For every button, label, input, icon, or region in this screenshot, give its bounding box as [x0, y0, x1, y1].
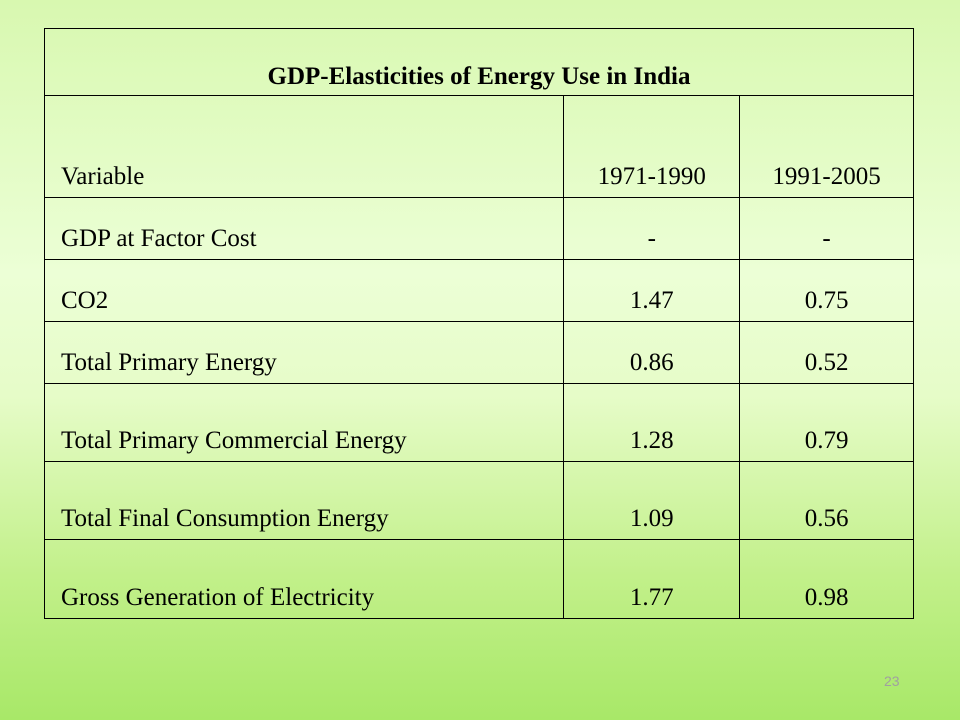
- cell-1991-2005: 0.75: [739, 259, 914, 322]
- table-row: Total Final Consumption Energy 1.09 0.56: [43, 461, 914, 540]
- table-row: Total Primary Energy 0.86 0.52: [43, 321, 914, 384]
- cell-1971-1990: 1.28: [563, 383, 741, 462]
- cell-1971-1990: -: [563, 197, 741, 260]
- row-label: CO2: [43, 259, 565, 322]
- column-header-1991-2005: 1991-2005: [739, 95, 914, 198]
- cell-1991-2005: 0.98: [739, 539, 914, 619]
- table-header-row: Variable 1971-1990 1991-2005: [43, 95, 914, 198]
- table-row: Total Primary Commercial Energy 1.28 0.7…: [43, 383, 914, 462]
- elasticities-table: GDP-Elasticities of Energy Use in India …: [43, 28, 914, 619]
- page-number: 23: [884, 673, 900, 689]
- cell-1971-1990: 1.09: [563, 461, 741, 540]
- row-label: Total Primary Energy: [43, 321, 565, 384]
- table-row: CO2 1.47 0.75: [43, 259, 914, 322]
- cell-1991-2005: 0.79: [739, 383, 914, 462]
- cell-1991-2005: 0.52: [739, 321, 914, 384]
- row-label: Gross Generation of Electricity: [43, 539, 565, 619]
- row-label: Total Primary Commercial Energy: [43, 383, 565, 462]
- cell-1971-1990: 1.77: [563, 539, 741, 619]
- cell-1991-2005: 0.56: [739, 461, 914, 540]
- table-row: Gross Generation of Electricity 1.77 0.9…: [43, 539, 914, 619]
- cell-1991-2005: -: [739, 197, 914, 260]
- table-row: GDP at Factor Cost - -: [43, 197, 914, 260]
- column-header-variable: Variable: [43, 95, 565, 198]
- column-header-1971-1990: 1971-1990: [563, 95, 741, 198]
- row-label: GDP at Factor Cost: [43, 197, 565, 260]
- table-title: GDP-Elasticities of Energy Use in India: [44, 28, 914, 96]
- cell-1971-1990: 0.86: [563, 321, 741, 384]
- table-title-row: GDP-Elasticities of Energy Use in India: [44, 28, 914, 96]
- cell-1971-1990: 1.47: [563, 259, 741, 322]
- row-label: Total Final Consumption Energy: [43, 461, 565, 540]
